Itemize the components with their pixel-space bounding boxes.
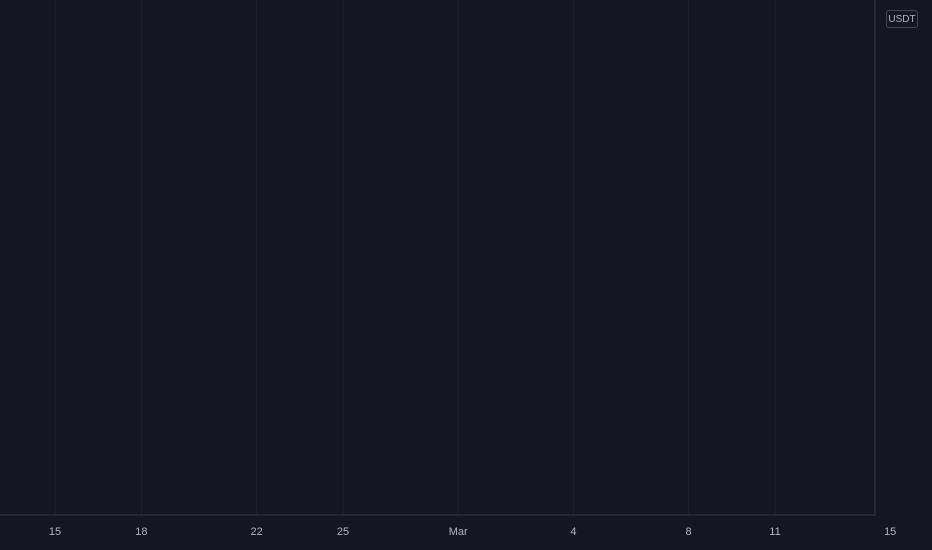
time-tick-label: 8 (686, 526, 692, 538)
currency-unit-label[interactable]: USDT (886, 10, 918, 28)
time-tick-label: 4 (570, 526, 576, 538)
time-tick-label: 15 (49, 526, 61, 538)
time-tick-label: 15 (884, 526, 896, 538)
time-tick-label: 11 (769, 526, 780, 538)
time-tick-label: Mar (449, 526, 468, 538)
time-tick-label: 18 (135, 526, 147, 538)
price-axis-panel (875, 0, 932, 550)
time-tick-label: 25 (337, 526, 349, 538)
time-tick-label: 22 (250, 526, 262, 538)
